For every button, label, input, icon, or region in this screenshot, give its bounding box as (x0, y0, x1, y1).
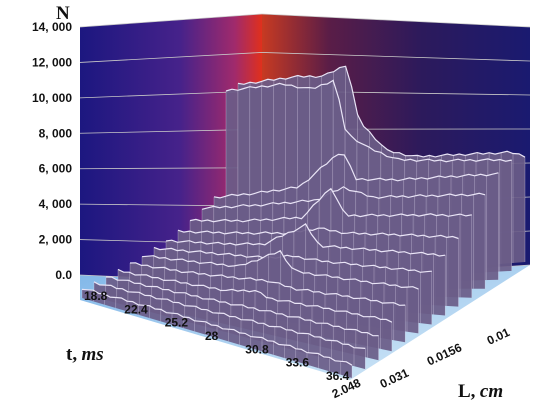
z-tick-label: 10, 000 (32, 91, 72, 105)
l-tick-label: 0.031 (378, 366, 411, 392)
z-tick-label: 2, 000 (39, 233, 73, 247)
z-tick-label: 6, 000 (39, 162, 73, 176)
l-tick-label: 0.0156 (425, 340, 464, 368)
gridline-back (261, 52, 531, 62)
z-axis-label: N (56, 3, 70, 24)
t-tick-label: 25.2 (165, 316, 189, 330)
gridline-back (261, 13, 531, 28)
z-tick-label: 8, 000 (39, 126, 73, 140)
l-tick-label: 0.01 (485, 325, 512, 348)
gridline-left (79, 52, 263, 63)
t-tick-label: 30.8 (245, 342, 269, 356)
gridline-left (79, 13, 263, 28)
t-axis-ticks: 18.8 22.4 25.2 28 30.8 33.6 36.4 (84, 289, 350, 383)
z-tick-label: 14, 000 (32, 20, 72, 34)
t-tick-label: 28 (205, 329, 219, 343)
t-tick-label: 33.6 (286, 356, 310, 370)
surface (81, 65, 526, 378)
z-tick-label: 0.0 (55, 268, 72, 282)
l-axis-label: L, cm (458, 381, 503, 402)
t-axis-label: t, ms (66, 344, 104, 365)
t-tick-label: 22.4 (124, 302, 148, 316)
z-axis-ticks: 0.0 2, 000 4, 000 6, 000 8, 000 10, 000 12, 00… (32, 20, 72, 282)
z-tick-label: 4, 000 (39, 197, 73, 211)
z-tick-label: 12, 000 (32, 55, 72, 69)
t-tick-label: 36.4 (326, 369, 350, 383)
t-tick-label: 18.8 (84, 289, 108, 303)
